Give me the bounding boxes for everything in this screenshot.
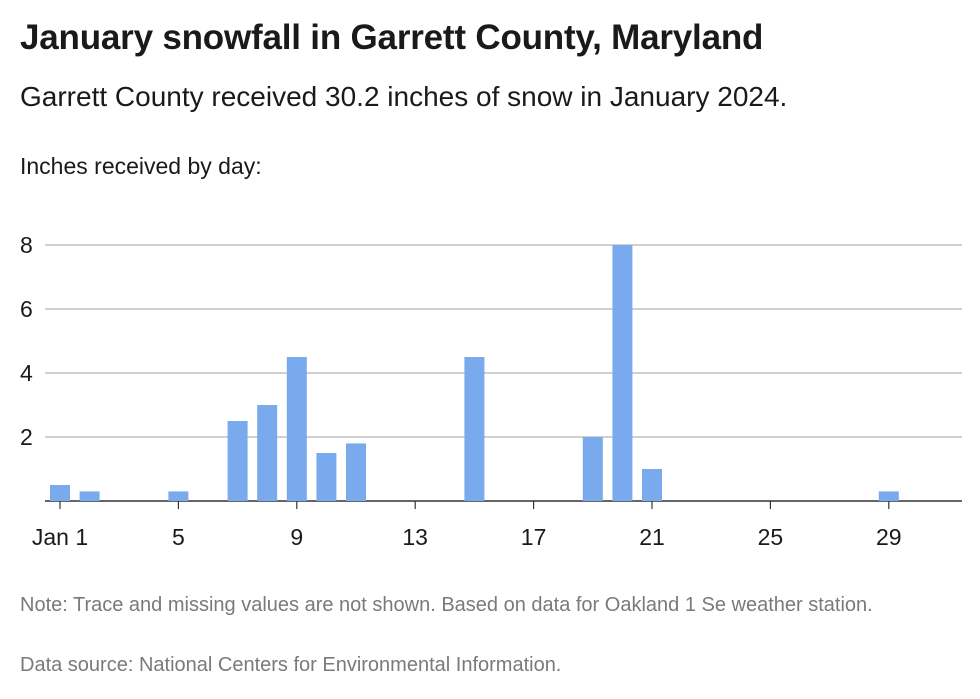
bar-day-1 — [50, 485, 70, 501]
x-tick-labels: Jan 1 5 9 13 17 21 25 29 — [32, 501, 902, 550]
y-tick-labels: 2 4 6 8 — [20, 232, 33, 450]
snowfall-bar-chart: 2 4 6 8 Jan 1 5 9 13 17 21 25 29 — [20, 232, 962, 550]
gridlines — [45, 244, 962, 502]
bars — [50, 245, 899, 501]
chart-title: January snowfall in Garrett County, Mary… — [20, 18, 764, 57]
y-axis-label: Inches received by day: — [20, 153, 262, 179]
chart-subtitle: Garrett County received 30.2 inches of s… — [20, 81, 788, 112]
x-tick-label-9: 9 — [290, 524, 303, 550]
y-tick-label-6: 6 — [20, 296, 33, 322]
bar-day-2 — [79, 491, 100, 501]
x-tick-label-25: 25 — [758, 524, 784, 550]
y-tick-label-4: 4 — [20, 360, 33, 386]
bar-day-8 — [257, 405, 278, 501]
x-tick-label-17: 17 — [521, 524, 547, 550]
x-tick-label-13: 13 — [402, 524, 428, 550]
x-tick-label-5: 5 — [172, 524, 185, 550]
bar-day-11 — [346, 443, 366, 501]
x-tick-label-29: 29 — [876, 524, 902, 550]
bar-day-21 — [642, 469, 662, 501]
y-tick-label-2: 2 — [20, 424, 33, 450]
bar-day-29 — [878, 491, 899, 501]
bar-day-10 — [316, 453, 337, 501]
x-tick-label-21: 21 — [639, 524, 665, 550]
bar-day-19 — [582, 437, 603, 501]
bar-day-7 — [227, 421, 248, 501]
bar-day-15 — [464, 357, 485, 501]
x-tick-label-1: Jan 1 — [32, 524, 88, 550]
bar-day-5 — [168, 491, 189, 501]
bar-day-20 — [612, 245, 633, 501]
data-source: Data source: National Centers for Enviro… — [20, 654, 562, 676]
footnote: Note: Trace and missing values are not s… — [20, 594, 873, 616]
bar-day-9 — [286, 357, 307, 501]
y-tick-label-8: 8 — [20, 232, 33, 258]
